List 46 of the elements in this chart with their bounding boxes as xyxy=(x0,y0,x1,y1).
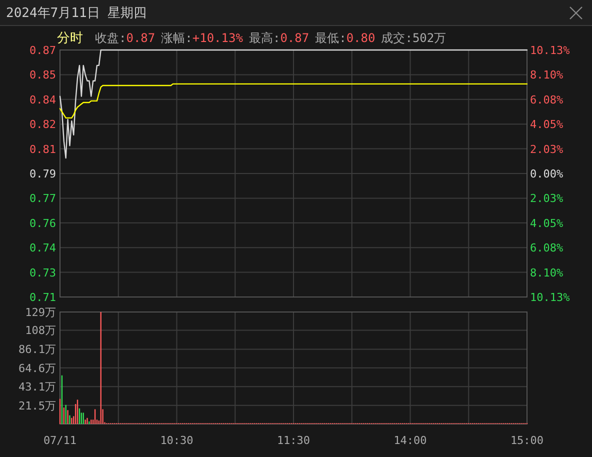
x-tick-label: 10:30 xyxy=(160,434,194,447)
line-series xyxy=(59,83,528,119)
y2-tick-label: 0.00% xyxy=(530,168,564,180)
y-tick-label: 108万 xyxy=(25,324,56,338)
x-tick-label: 15:00 xyxy=(510,434,544,447)
y-tick-label: 0.81 xyxy=(30,142,56,156)
y-tick-label: 21.5万 xyxy=(18,399,56,412)
text: 0.87 xyxy=(126,31,156,45)
y2-tick-label: 6.08% xyxy=(530,242,564,255)
y-tick-label: 0.84 xyxy=(30,93,56,106)
text: 分时 xyxy=(57,31,83,46)
y-tick-label: 129万 xyxy=(25,306,56,319)
x-tick-label: 11:30 xyxy=(276,434,310,447)
y2-tick-label: 2.03% xyxy=(530,192,564,206)
y-tick-label: 0.82 xyxy=(30,118,56,132)
chart-title: 2024年7月11日 星期四 xyxy=(6,6,147,21)
y2-tick-label: 8.10% xyxy=(530,266,564,280)
text: 成交:502万 xyxy=(381,31,446,45)
y2-tick-label: 4.05% xyxy=(530,216,564,230)
y2-tick-label: 6.08% xyxy=(530,93,564,106)
y-tick-label: 0.71 xyxy=(30,291,56,304)
y-tick-label: 0.77 xyxy=(30,192,56,206)
x-tick-label: 14:00 xyxy=(394,434,427,447)
text: 0.80 xyxy=(346,31,376,45)
text: 涨幅: xyxy=(161,31,192,45)
text: 0.87 xyxy=(280,31,310,45)
text: 最低: xyxy=(315,31,346,45)
y-tick-label: 0.87 xyxy=(30,44,56,57)
text: +10.13% xyxy=(192,31,244,45)
y-tick-label: 0.73 xyxy=(30,266,56,280)
y2-tick-label: 4.05% xyxy=(530,118,564,132)
line-series xyxy=(59,49,528,159)
y-tick-label: 86.1万 xyxy=(18,343,56,356)
y2-tick-label: 8.10% xyxy=(530,68,564,82)
y2-tick-label: 10.13% xyxy=(530,291,570,304)
y-tick-label: 0.74 xyxy=(30,242,56,255)
y-tick-label: 64.6万 xyxy=(18,362,56,375)
y-tick-label: 0.76 xyxy=(30,216,56,230)
x-tick-label: 07/11 xyxy=(43,434,77,447)
y2-tick-label: 2.03% xyxy=(530,142,564,156)
y2-tick-label: 10.13% xyxy=(530,44,570,57)
y-tick-label: 43.1万 xyxy=(18,380,56,394)
text: 最高: xyxy=(248,31,280,45)
y-tick-label: 0.85 xyxy=(30,68,56,82)
text: 收盘: xyxy=(95,31,126,45)
y-tick-label: 0.79 xyxy=(30,168,56,180)
